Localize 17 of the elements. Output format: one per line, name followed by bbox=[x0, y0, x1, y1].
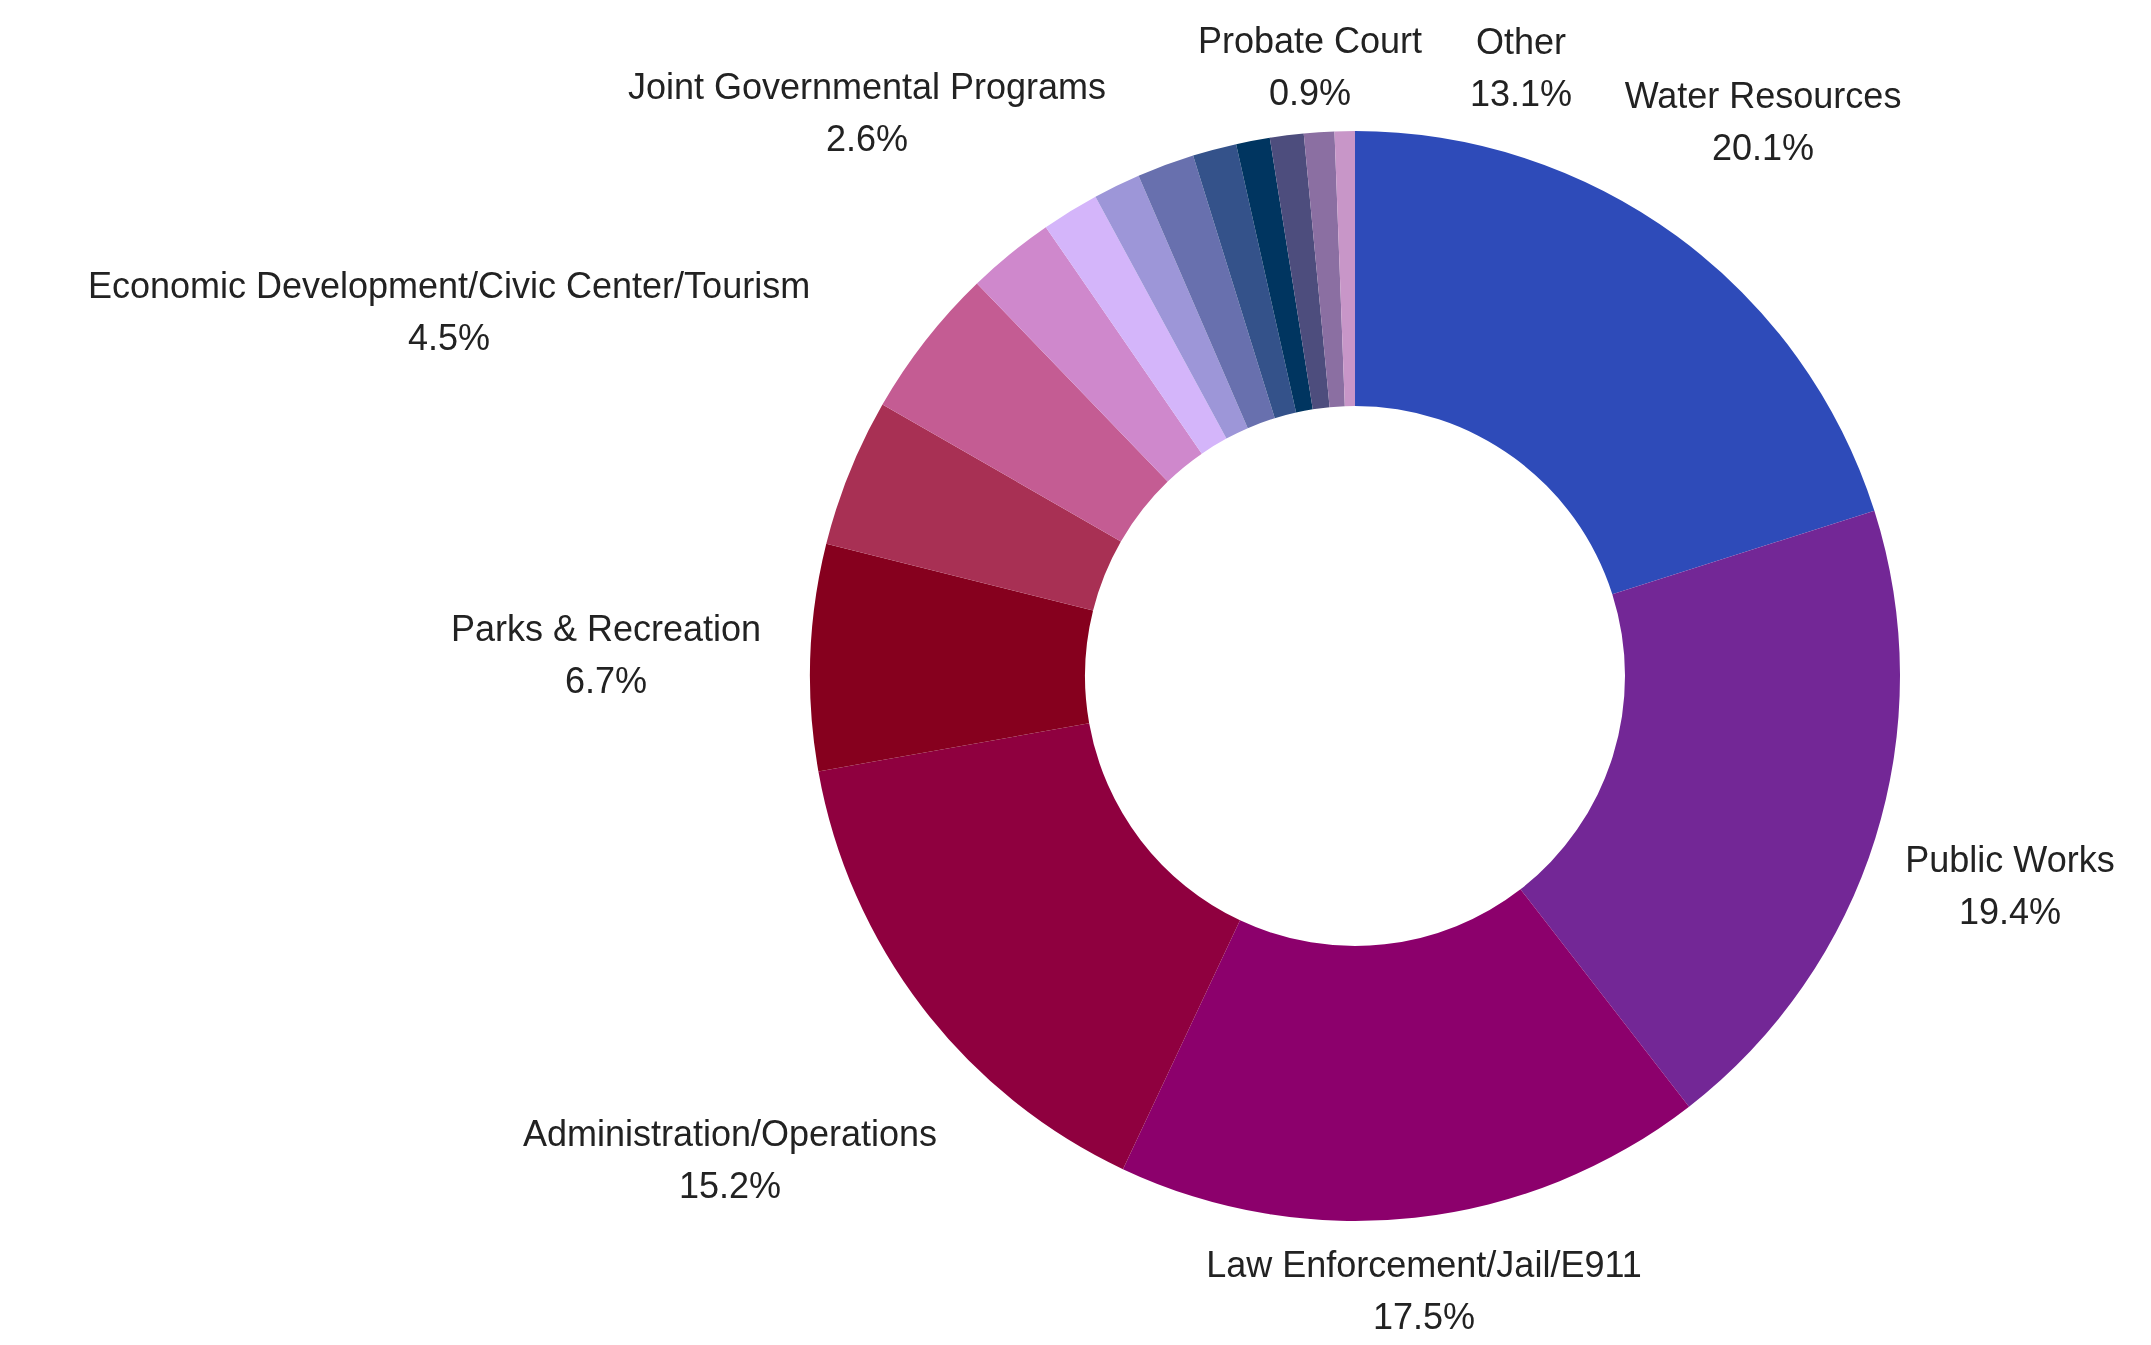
data-label: 19.4% bbox=[1958, 890, 2062, 932]
slice-label: Law Enforcement/Jail/E911 bbox=[1206, 1243, 1642, 1285]
data-label: 20.1% bbox=[1711, 126, 1815, 168]
slice-label: Parks & Recreation bbox=[450, 607, 762, 649]
slice-label: Joint Governmental Programs bbox=[627, 65, 1107, 107]
data-label: 2.6% bbox=[825, 117, 909, 159]
data-label: 4.5% bbox=[407, 316, 491, 358]
slice-label: Water Resources bbox=[1624, 74, 1902, 116]
text: Other 13.1% bbox=[1470, 20, 1573, 114]
slice-label: Probate Court bbox=[1197, 19, 1423, 61]
data-label: 15.2% bbox=[678, 1164, 782, 1206]
slice-label: Economic Development/Civic Center/Tourism bbox=[87, 264, 811, 306]
data-label: 17.5% bbox=[1372, 1295, 1476, 1337]
data-label: 6.7% bbox=[564, 659, 648, 701]
data-label: 0.9% bbox=[1268, 71, 1352, 113]
slice-label: Administration/Operations bbox=[522, 1112, 938, 1154]
slice-label: Public Works bbox=[1905, 838, 2115, 880]
